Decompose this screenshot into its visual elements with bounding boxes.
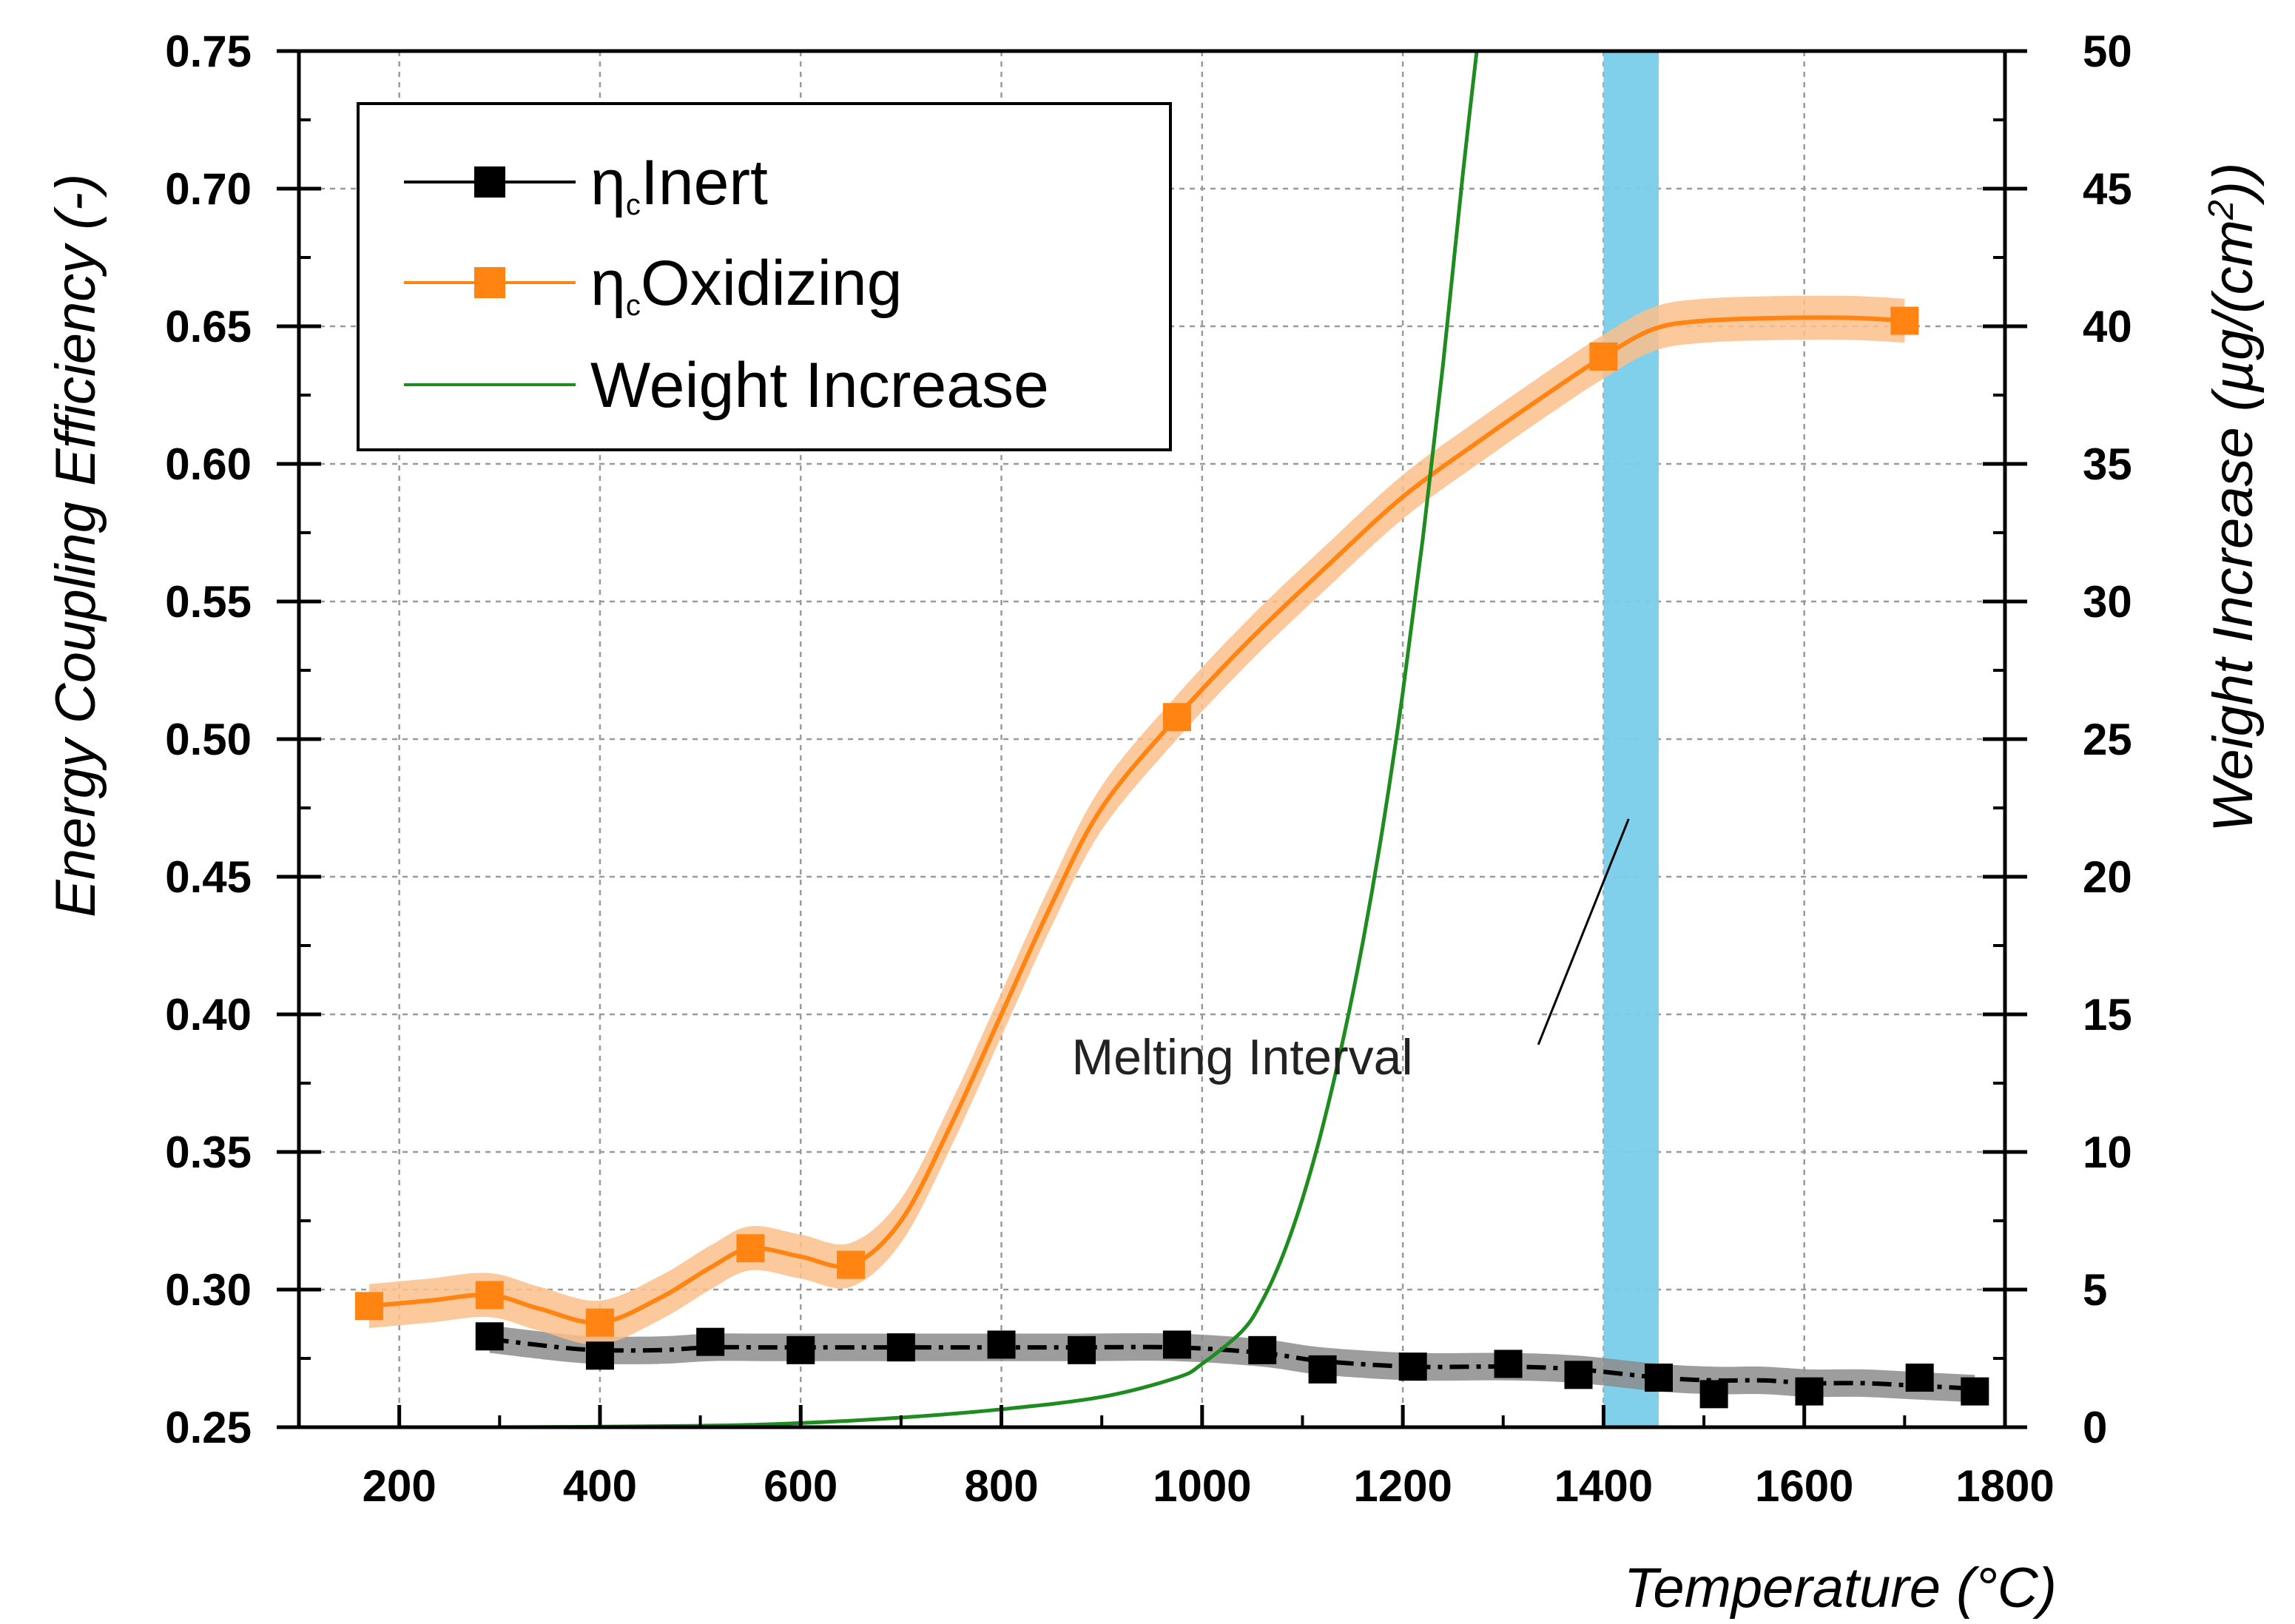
legend-marker-inert <box>474 166 505 198</box>
series-line-1 <box>368 315 1905 1325</box>
marker-1-4 <box>837 1250 866 1279</box>
y-axis-title: Energy Coupling Efficiency (-) <box>44 174 107 917</box>
y2-tick-label-40: 40 <box>2083 302 2132 351</box>
y-tick-label-6: 0.55 <box>165 577 252 627</box>
y2-tick-label-25: 25 <box>2083 715 2132 764</box>
marker-0-10 <box>1398 1352 1427 1381</box>
marker-0-15 <box>1795 1377 1824 1406</box>
melting-interval-region <box>1603 51 1659 1427</box>
y2-tick-label-50: 50 <box>2083 27 2132 76</box>
legend-entry-weight: Weight Increase <box>404 350 1049 421</box>
y-tick-label-0: 0.25 <box>165 1403 252 1452</box>
marker-0-8 <box>1248 1335 1277 1364</box>
x-tick-label-800: 800 <box>964 1461 1038 1511</box>
y2-axis-title: Weight Increase (µg/(cm2)) <box>2202 163 2265 832</box>
marker-0-0 <box>475 1322 504 1351</box>
annotations: Melting Interval <box>1071 818 1630 1085</box>
tick-labels: 200 400 600 800 1000 1200 1400 1600 18000.250.30… <box>165 27 2132 1511</box>
y2-tick-label-20: 20 <box>2083 852 2132 902</box>
x-tick-label-1200: 1200 <box>1353 1461 1452 1511</box>
y2-tick-label-35: 35 <box>2083 439 2132 489</box>
y-tick-label-9: 0.70 <box>165 164 252 214</box>
marker-0-6 <box>1068 1335 1096 1364</box>
marker-1-7 <box>1890 306 1919 335</box>
x-tick-label-1400: 1400 <box>1554 1461 1653 1511</box>
y2-tick-label-5: 5 <box>2083 1265 2107 1315</box>
confidence-bands <box>369 295 1975 1403</box>
marker-0-14 <box>1699 1380 1728 1409</box>
x-tick-label-200: 200 <box>363 1461 437 1511</box>
annotation-pointer <box>1537 818 1630 1045</box>
x-tick-label-1000: 1000 <box>1153 1461 1251 1511</box>
legend-label-inert: ηcInert <box>590 147 768 221</box>
marker-1-5 <box>1162 703 1191 732</box>
x-axis-title: Temperature (°C) <box>1624 1557 2057 1620</box>
marker-0-12 <box>1564 1361 1593 1389</box>
legend-oxidizing-sub: c <box>626 289 641 322</box>
marker-0-7 <box>1162 1330 1191 1359</box>
x-tick-label-1600: 1600 <box>1755 1461 1853 1511</box>
marker-0-5 <box>987 1330 1016 1359</box>
series-markers <box>354 306 1989 1409</box>
series-line-2 <box>299 51 1479 1427</box>
legend-entry-inert: ηcInert <box>404 147 768 221</box>
x-tick-label-1800: 1800 <box>1955 1461 2054 1511</box>
marker-0-4 <box>886 1333 915 1362</box>
marker-0-17 <box>1961 1377 1989 1406</box>
y2-title-end: )) <box>2202 163 2265 206</box>
marker-1-3 <box>736 1234 765 1263</box>
shaded-regions <box>1603 51 1659 1427</box>
y2-title-sup: 2 <box>2202 200 2241 220</box>
legend-label-weight: Weight Increase <box>590 350 1049 421</box>
marker-0-3 <box>786 1335 815 1364</box>
marker-0-1 <box>585 1341 614 1370</box>
marker-1-1 <box>475 1281 504 1310</box>
marker-0-2 <box>696 1327 725 1356</box>
y2-tick-label-45: 45 <box>2083 164 2132 214</box>
y2-tick-label-30: 30 <box>2083 577 2132 627</box>
legend: ηcInert ηcOxidizing Weight Increase <box>357 102 1172 451</box>
y2-tick-label-10: 10 <box>2083 1128 2132 1177</box>
y-tick-label-7: 0.60 <box>165 439 252 489</box>
y-tick-label-1: 0.30 <box>165 1265 252 1315</box>
legend-inert-rest: Inert <box>641 147 768 218</box>
marker-1-2 <box>585 1308 614 1337</box>
legend-oxidizing-rest: Oxidizing <box>641 248 903 319</box>
x-tick-label-400: 400 <box>563 1461 637 1511</box>
axis-ticks <box>277 49 2027 1429</box>
marker-0-9 <box>1308 1355 1337 1384</box>
legend-inert-sub: c <box>626 189 641 221</box>
y2-tick-label-15: 15 <box>2083 990 2132 1040</box>
x-tick-label-600: 600 <box>764 1461 838 1511</box>
y-tick-label-5: 0.50 <box>165 715 252 764</box>
y2-title-main: Weight Increase (µg/(cm <box>2202 220 2265 832</box>
legend-label-oxidizing: ηcOxidizing <box>590 248 903 322</box>
y-tick-label-3: 0.40 <box>165 990 252 1040</box>
band-0 <box>489 1325 1975 1403</box>
y-tick-label-10: 0.75 <box>165 27 252 76</box>
annotation-melting-interval: Melting Interval <box>1071 1029 1412 1085</box>
marker-0-13 <box>1645 1364 1674 1392</box>
marker-0-11 <box>1494 1350 1523 1378</box>
legend-entry-oxidizing: ηcOxidizing <box>404 248 903 322</box>
y2-tick-label-0: 0 <box>2083 1403 2107 1452</box>
legend-oxidizing-main: η <box>590 248 626 319</box>
y-tick-label-2: 0.35 <box>165 1128 252 1177</box>
y-tick-label-8: 0.65 <box>165 302 252 351</box>
marker-1-0 <box>354 1292 383 1321</box>
legend-inert-main: η <box>590 147 626 218</box>
marker-0-16 <box>1905 1364 1934 1392</box>
legend-marker-oxidizing <box>474 267 505 298</box>
y-tick-label-4: 0.45 <box>165 852 252 902</box>
marker-1-6 <box>1589 342 1618 371</box>
